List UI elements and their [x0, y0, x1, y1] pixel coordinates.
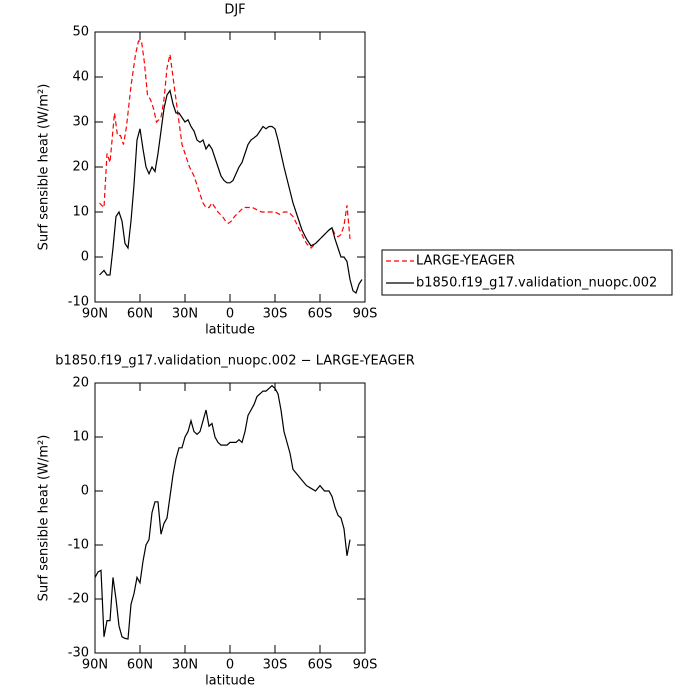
y-tick-label: -10 [68, 538, 89, 553]
x-axis-label: latitude [205, 674, 255, 689]
x-tick-label: 60N [127, 658, 153, 673]
series-line [94, 384, 351, 640]
x-tick-label: 90S [353, 307, 378, 322]
x-tick-label: 90N [82, 658, 108, 673]
y-axis-label: Surf sensible heat (W/m²) [37, 84, 52, 251]
y-tick-label: 50 [72, 25, 89, 40]
y-tick-label: 10 [72, 205, 89, 220]
x-tick-label: 60S [308, 658, 333, 673]
y-tick-label: -10 [68, 295, 89, 310]
series-line [99, 88, 363, 294]
x-tick-label: 30N [172, 307, 198, 322]
x-tick-label: 90N [82, 307, 108, 322]
y-tick-label: -30 [68, 646, 89, 661]
plot-frame [94, 382, 366, 654]
y-tick-label: 0 [81, 484, 89, 499]
series-line [99, 40, 351, 249]
x-tick-label: 60S [308, 307, 333, 322]
legend-label: b1850.f19_g17.validation_nuopc.002 [416, 276, 657, 291]
y-axis-label: Surf sensible heat (W/m²) [37, 435, 52, 602]
chart-title: DJF [224, 3, 245, 18]
y-tick-label: 40 [72, 70, 89, 85]
y-tick-label: 0 [81, 250, 89, 265]
x-tick-label: 30S [263, 307, 288, 322]
x-tick-label: 0 [226, 658, 234, 673]
x-tick-label: 0 [226, 307, 234, 322]
legend-box [381, 249, 673, 296]
x-axis-label: latitude [205, 323, 255, 338]
y-tick-label: 30 [72, 115, 89, 130]
x-tick-label: 90S [353, 658, 378, 673]
x-tick-label: 30S [263, 658, 288, 673]
legend-label: LARGE-YEAGER [416, 254, 515, 269]
y-tick-label: -20 [68, 592, 89, 607]
x-tick-label: 30N [172, 658, 198, 673]
y-tick-label: 20 [72, 376, 89, 391]
y-tick-label: 10 [72, 430, 89, 445]
x-tick-label: 60N [127, 307, 153, 322]
chart-title: b1850.f19_g17.validation_nuopc.002 − LAR… [55, 354, 415, 369]
y-tick-label: 20 [72, 160, 89, 175]
